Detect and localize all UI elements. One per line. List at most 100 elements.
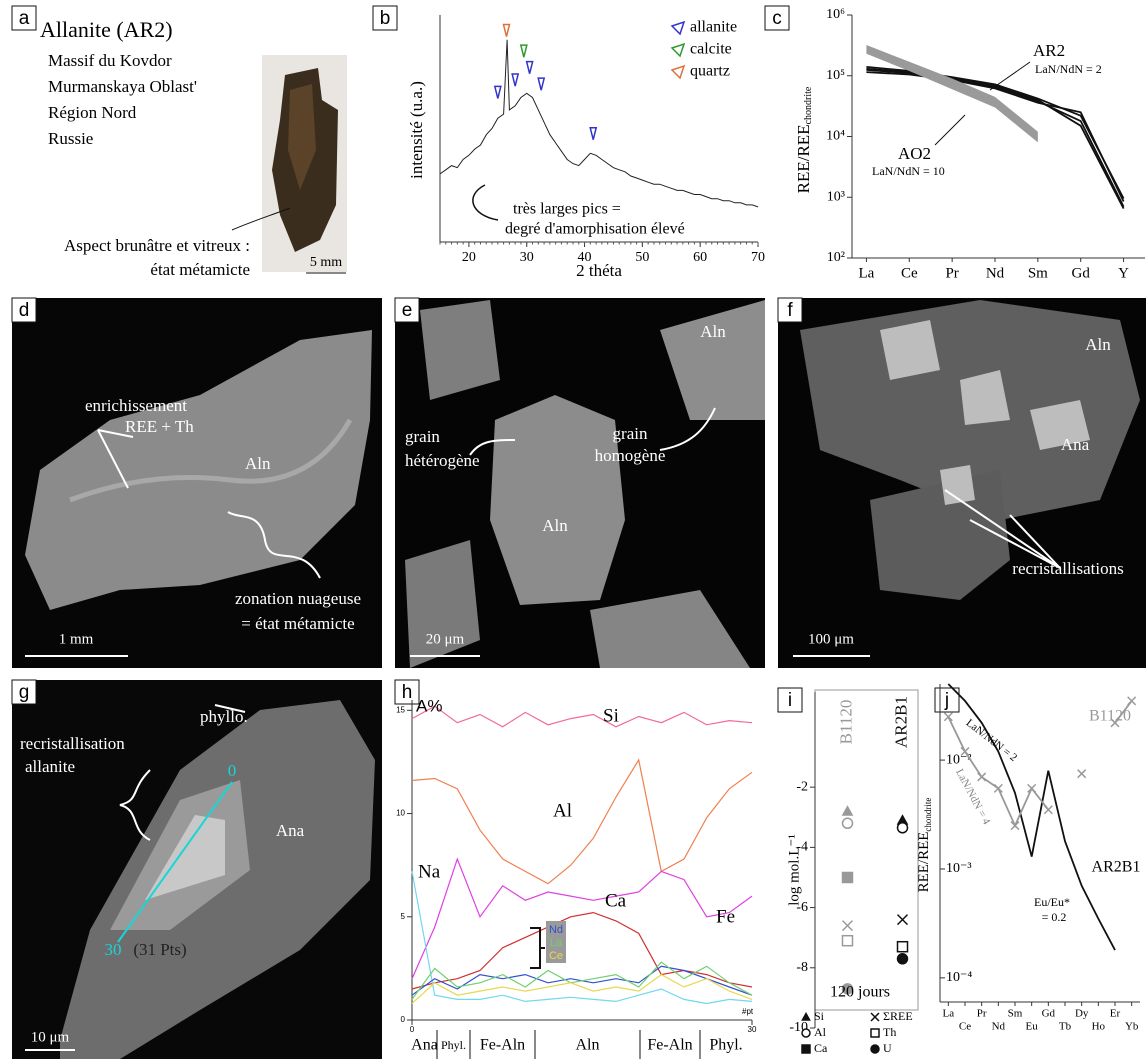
zone-label: Phyl. xyxy=(709,1037,742,1054)
data-line xyxy=(411,961,753,1000)
caption: état métamicte xyxy=(150,260,250,279)
x-tick-label: La xyxy=(859,265,875,281)
marker xyxy=(870,1012,880,1022)
panel-title: Allanite (AR2) xyxy=(40,17,173,42)
y-tick-label: -4 xyxy=(796,840,808,855)
x-tick-label: 50 xyxy=(635,250,649,265)
marker xyxy=(801,1028,811,1038)
zonation xyxy=(69,418,353,503)
annotation: = état métamicte xyxy=(241,614,354,633)
panel-label-box xyxy=(394,297,420,323)
zone-label: Phyl. xyxy=(441,1038,466,1052)
grain xyxy=(490,395,625,605)
legend-marker xyxy=(670,42,686,58)
grain xyxy=(660,300,765,420)
series-label: Si xyxy=(603,705,619,726)
series-label: AO2 xyxy=(898,144,931,163)
annotation: 30 xyxy=(105,940,122,959)
x-tick-label: Yb xyxy=(1125,1021,1139,1033)
zone-label: Fe-Aln xyxy=(647,1037,692,1054)
legend-label: ΣREE xyxy=(883,1009,913,1023)
y-tick-label: 15 xyxy=(396,705,405,714)
y-axis-label: intensité (u.a.) xyxy=(407,81,426,179)
x-tick-label: 40 xyxy=(578,250,592,265)
annotation: degré d'amorphisation élevé xyxy=(505,221,685,238)
x-tick-label: Nd xyxy=(986,265,1005,281)
x-tick-label: Gd xyxy=(1072,265,1091,281)
panel-label: j xyxy=(944,690,949,711)
annotation: = 0.2 xyxy=(1042,910,1067,924)
arrow xyxy=(472,184,499,221)
x-tick-label: Sm xyxy=(1028,265,1048,281)
x-tick-label: Y xyxy=(1118,265,1129,281)
y-axis-label-sub: chondrite xyxy=(803,86,814,124)
x-tick-label: Tb xyxy=(1059,1021,1072,1033)
marker xyxy=(841,871,854,884)
data-line xyxy=(411,973,753,1004)
panel-label-box xyxy=(777,297,803,323)
peak-marker xyxy=(537,77,546,91)
arrow xyxy=(469,439,516,456)
zone-label: Aln xyxy=(576,1037,600,1054)
legend-label: quartz xyxy=(690,63,730,80)
y-tick-label: 10⁵ xyxy=(826,68,845,83)
arrow xyxy=(659,407,716,451)
y-tick-label: 10⁻⁴ xyxy=(946,970,972,985)
location-line: Russie xyxy=(48,129,93,148)
data-line xyxy=(411,871,753,1005)
leader xyxy=(934,114,966,146)
data-line xyxy=(947,683,1116,951)
scale-label: 100 μm xyxy=(808,631,854,647)
legend-label: Ca xyxy=(814,1041,828,1055)
marker xyxy=(870,1044,880,1054)
data-line xyxy=(411,758,753,885)
y-tick-label: 10⁶ xyxy=(826,7,845,22)
x-tick-label: Gd xyxy=(1042,1008,1056,1020)
grain xyxy=(405,540,480,668)
x-tick-label: La xyxy=(943,1008,955,1020)
series-label: AR2 xyxy=(1033,41,1065,60)
panel-label: b xyxy=(380,8,391,29)
panel-label-box xyxy=(764,5,790,31)
x-tick-label: Ho xyxy=(1092,1021,1106,1033)
peak-marker xyxy=(502,23,511,37)
marker xyxy=(870,1028,880,1038)
profile-line xyxy=(117,781,233,943)
panel-label-box xyxy=(372,5,398,31)
series-label: AR2B1 xyxy=(1092,859,1141,876)
panel-label-box xyxy=(11,5,37,31)
annotation: phyllo. xyxy=(200,707,248,726)
annotation: LaN/NdN = 10 xyxy=(872,164,945,178)
x-tick-label: Pr xyxy=(945,265,958,281)
marker xyxy=(1027,783,1037,793)
grain xyxy=(590,590,750,668)
legend-marker xyxy=(670,64,686,80)
x-tick-label: 30 xyxy=(748,1025,757,1034)
peak-marker xyxy=(511,73,520,87)
y-tick-label: 5 xyxy=(401,912,406,921)
panel-label-box xyxy=(777,687,803,713)
grain xyxy=(420,300,500,400)
marker xyxy=(896,953,909,965)
scale-label: 10 μm xyxy=(31,1029,70,1045)
marker xyxy=(1127,696,1137,706)
label-box xyxy=(546,921,566,963)
arrow xyxy=(97,429,134,489)
annotation: Ana xyxy=(1061,435,1090,454)
y-axis-label-part: REE/REE xyxy=(916,832,932,893)
band xyxy=(866,45,1038,143)
annotation: Eu/Eu* xyxy=(1034,895,1070,909)
x-tick-label: Sm xyxy=(1008,1008,1023,1020)
annotation: recristallisations xyxy=(1012,559,1123,578)
x-tick-label: Pr xyxy=(977,1008,987,1020)
annotation: hétérogène xyxy=(405,451,480,470)
data-line xyxy=(866,71,1125,202)
category-label: B1120 xyxy=(836,700,855,745)
y-tick-label: -8 xyxy=(796,960,808,975)
aggregate xyxy=(870,470,1010,600)
marker xyxy=(841,920,854,932)
series-label: Al xyxy=(553,800,572,821)
marker xyxy=(960,746,970,757)
peak-marker xyxy=(493,85,502,99)
y-axis-label: REE/REEchondrite xyxy=(794,86,814,193)
